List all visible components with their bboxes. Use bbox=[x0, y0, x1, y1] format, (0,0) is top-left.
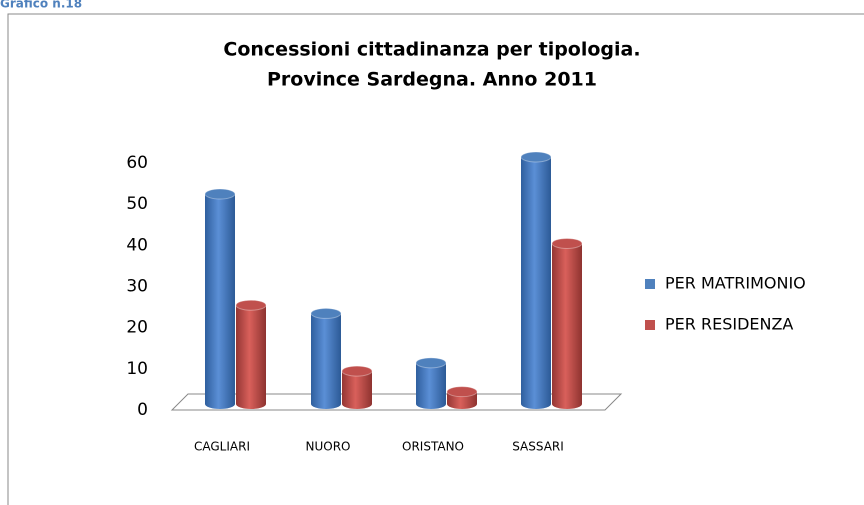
y-tick-label: 10 bbox=[126, 359, 148, 379]
bar-top bbox=[204, 188, 236, 200]
bar-top bbox=[235, 299, 267, 311]
chart-border bbox=[7, 13, 864, 505]
bar bbox=[205, 194, 235, 409]
x-tick-label: SASSARI bbox=[512, 440, 564, 454]
chart-subtitle: Province Sardegna. Anno 2011 bbox=[267, 69, 597, 91]
bar bbox=[342, 371, 372, 409]
bar-top bbox=[551, 237, 583, 249]
bar bbox=[311, 313, 341, 409]
y-tick-label: 20 bbox=[126, 318, 148, 338]
bar bbox=[236, 305, 266, 409]
bar bbox=[416, 362, 446, 409]
y-tick-label: 30 bbox=[126, 277, 148, 297]
caption: Grafico n.18 bbox=[0, 0, 82, 11]
legend-label: PER MATRIMONIO bbox=[665, 274, 806, 293]
y-tick-label: 40 bbox=[126, 235, 148, 255]
y-tick-label: 50 bbox=[126, 194, 148, 214]
bar-top bbox=[341, 365, 373, 377]
chart-title: Concessioni cittadinanza per tipologia. bbox=[223, 39, 640, 61]
bar bbox=[447, 391, 477, 409]
x-tick-label: NUORO bbox=[306, 440, 351, 454]
y-tick-label: 0 bbox=[137, 400, 148, 420]
x-tick-label: ORISTANO bbox=[402, 440, 464, 454]
legend-label: PER RESIDENZA bbox=[665, 315, 793, 334]
legend-swatch bbox=[645, 320, 655, 330]
y-tick-label: 60 bbox=[126, 153, 148, 173]
floor bbox=[170, 393, 623, 411]
bar-top bbox=[446, 386, 478, 398]
bar bbox=[521, 157, 551, 409]
bar-top bbox=[415, 357, 447, 369]
bar bbox=[552, 243, 582, 409]
legend-swatch bbox=[645, 279, 655, 289]
x-tick-label: CAGLIARI bbox=[194, 440, 250, 454]
bar-top bbox=[520, 151, 552, 163]
bar-top bbox=[310, 307, 342, 319]
